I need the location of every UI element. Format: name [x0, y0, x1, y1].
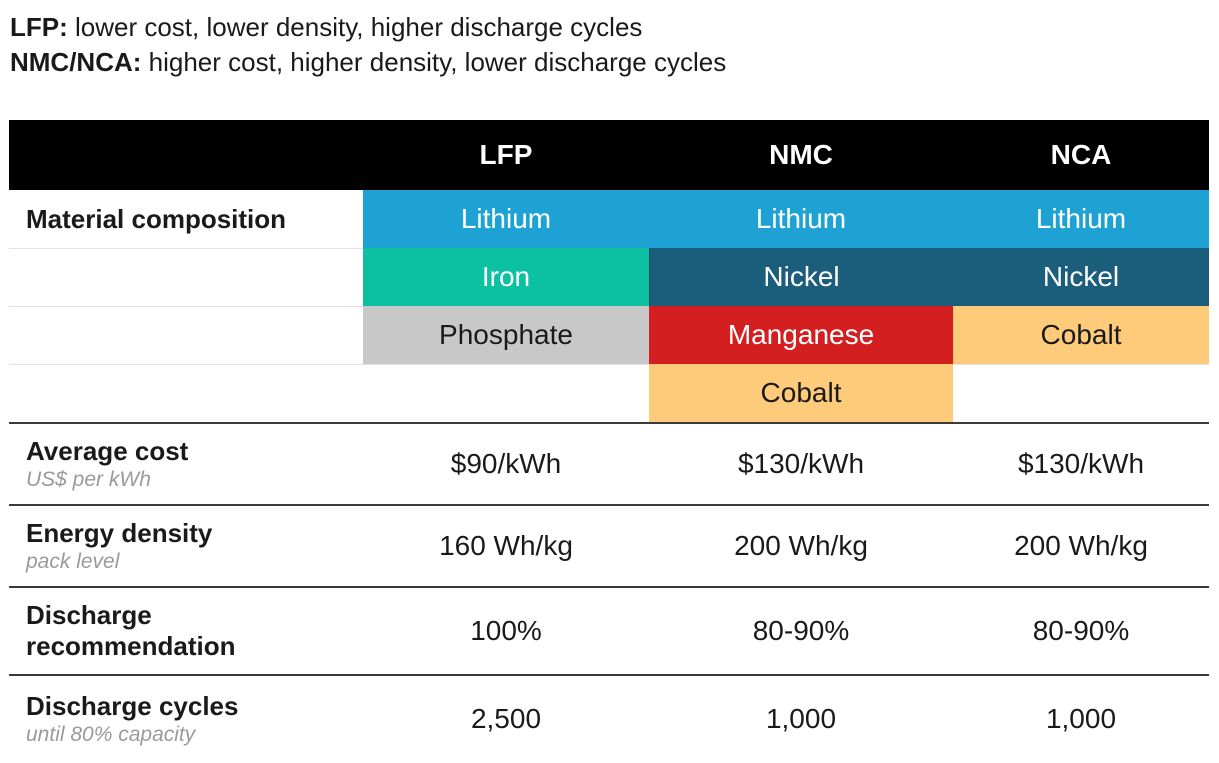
value-cell: $90/kWh — [363, 422, 649, 504]
spacer-cell — [9, 364, 363, 422]
intro-desc: higher cost, higher density, lower disch… — [141, 47, 727, 77]
material-lithium: Lithium — [953, 190, 1209, 248]
value-cell: 1,000 — [649, 674, 953, 761]
material-iron: Iron — [363, 248, 649, 306]
material-cobalt: Cobalt — [953, 306, 1209, 364]
material-lithium: Lithium — [649, 190, 953, 248]
column-header-nca: NCA — [953, 120, 1209, 190]
value-cell: 80-90% — [953, 586, 1209, 674]
material-lithium: Lithium — [363, 190, 649, 248]
row-label-subtitle: US$ per kWh — [26, 468, 151, 491]
intro-key: NMC/NCA: — [10, 47, 142, 77]
intro-text: LFP: lower cost, lower density, higher d… — [10, 10, 726, 80]
spacer-cell — [9, 248, 363, 306]
column-header-nmc: NMC — [649, 120, 953, 190]
row-label-subtitle: pack level — [26, 550, 120, 573]
value-cell: 2,500 — [363, 674, 649, 761]
row-label-title: Energy density — [26, 518, 213, 548]
comparison-table: LFP NMC NCA Material composition Lithium… — [9, 120, 1209, 761]
material-cobalt: Cobalt — [649, 364, 953, 422]
header-blank — [9, 120, 363, 190]
value-cell: $130/kWh — [649, 422, 953, 504]
row-label-discharge-recommendation: Discharge recommendation — [9, 586, 363, 674]
spacer-cell — [363, 364, 649, 422]
value-cell: 200 Wh/kg — [649, 504, 953, 586]
spacer-cell — [953, 364, 1209, 422]
value-cell: 80-90% — [649, 586, 953, 674]
value-cell: 200 Wh/kg — [953, 504, 1209, 586]
intro-key: LFP: — [10, 12, 68, 42]
row-label-average-cost: Average cost US$ per kWh — [9, 422, 363, 504]
material-manganese: Manganese — [649, 306, 953, 364]
value-cell: 100% — [363, 586, 649, 674]
value-cell: 1,000 — [953, 674, 1209, 761]
material-nickel: Nickel — [649, 248, 953, 306]
intro-line-lfp: LFP: lower cost, lower density, higher d… — [10, 10, 726, 45]
intro-desc: lower cost, lower density, higher discha… — [67, 12, 643, 42]
row-label-material: Material composition — [9, 190, 363, 248]
row-label-energy-density: Energy density pack level — [9, 504, 363, 586]
row-label-title: Average cost — [26, 436, 189, 466]
row-label-title: Discharge recommendation — [26, 600, 236, 661]
material-phosphate: Phosphate — [363, 306, 649, 364]
value-cell: $130/kWh — [953, 422, 1209, 504]
material-nickel: Nickel — [953, 248, 1209, 306]
intro-line-nmc-nca: NMC/NCA: higher cost, higher density, lo… — [10, 45, 726, 80]
row-label-subtitle: until 80% capacity — [26, 722, 196, 746]
row-label-discharge-cycles: Discharge cycles until 80% capacity — [9, 674, 363, 761]
value-cell: 160 Wh/kg — [363, 504, 649, 586]
spacer-cell — [9, 306, 363, 364]
column-header-lfp: LFP — [363, 120, 649, 190]
row-label-title: Material composition — [26, 203, 287, 234]
row-label-title: Discharge cycles — [26, 690, 239, 721]
